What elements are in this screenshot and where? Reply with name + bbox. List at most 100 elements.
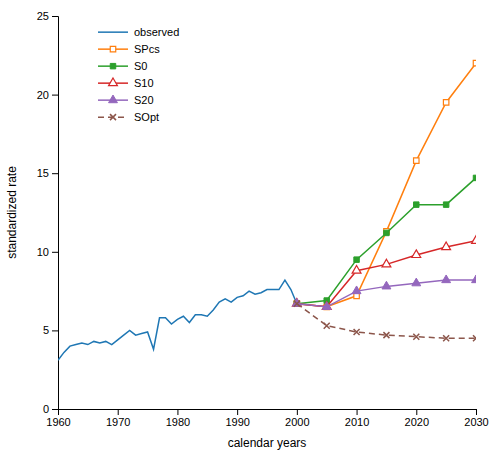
series-marker — [352, 286, 361, 294]
series-marker — [354, 329, 360, 335]
y-axis-line — [52, 17, 59, 410]
x-axis-tick: 2020 — [405, 409, 429, 428]
x-axis-tick-mark — [177, 409, 178, 415]
series-marker — [472, 236, 476, 244]
y-axis-tick-label: 5 — [43, 324, 49, 336]
legend-label: S20 — [134, 94, 154, 106]
series-marker — [442, 275, 451, 283]
x-axis-tick-label: 2010 — [345, 416, 369, 428]
series-marker — [384, 230, 389, 235]
series-marker — [412, 250, 421, 258]
series-marker — [443, 335, 449, 341]
y-axis: 0 5 10 15 20 25 — [37, 10, 59, 415]
series-line — [297, 304, 476, 339]
series — [58, 280, 297, 360]
legend-item: S10 — [98, 77, 154, 89]
series-marker — [473, 60, 476, 65]
series-marker — [382, 281, 391, 289]
x-axis-tick-label: 2030 — [464, 416, 488, 428]
x-axis-tick: 2010 — [345, 409, 369, 428]
x-axis-tick-label: 2000 — [285, 416, 309, 428]
y-axis-tick-mark — [52, 173, 58, 174]
x-axis-tick: 1960 — [46, 409, 70, 428]
legend-item: SOpt — [98, 111, 159, 123]
x-axis-tick: 2030 — [464, 409, 488, 428]
legend-marker — [110, 46, 115, 51]
series-marker — [324, 323, 330, 329]
y-axis-tick-mark — [52, 95, 58, 96]
series-marker — [383, 332, 389, 338]
chart: 1960 1970 1980 1990 2000 2010 2020 2030 0 5 10 15 20… — [0, 0, 500, 457]
x-axis-tick-label: 1990 — [225, 416, 249, 428]
series-line — [297, 178, 476, 304]
x-axis-tick-mark — [118, 409, 119, 415]
series-marker — [412, 278, 421, 286]
series-marker — [352, 266, 361, 274]
x-axis-tick-mark — [297, 409, 298, 415]
x-axis-tick-mark — [357, 409, 358, 415]
legend-item: SPcs — [98, 43, 160, 55]
series-marker — [473, 335, 476, 341]
x-axis: 1960 1970 1980 1990 2000 2010 2020 2030 — [46, 409, 488, 428]
series-marker — [382, 259, 391, 267]
y-axis-tick: 10 — [37, 246, 58, 258]
legend-label: S0 — [134, 60, 147, 72]
series — [294, 60, 476, 309]
legend-label: observed — [134, 26, 179, 38]
series-marker — [472, 275, 476, 283]
legend-line — [98, 31, 128, 33]
series-marker — [443, 202, 448, 207]
series-marker — [414, 158, 419, 163]
legend: observed SPcs S0 S10 S20 SOpt — [98, 26, 179, 123]
legend-label: SPcs — [134, 43, 160, 55]
series-marker — [294, 301, 300, 307]
legend-item: S0 — [98, 60, 147, 72]
series — [294, 175, 476, 306]
series-line — [297, 63, 476, 307]
series-line — [297, 241, 476, 307]
legend-marker — [110, 114, 116, 120]
y-axis-tick-label: 10 — [37, 246, 49, 258]
x-axis-tick-mark — [476, 409, 477, 415]
x-axis-tick-label: 1970 — [106, 416, 130, 428]
legend-marker — [110, 63, 115, 68]
series — [292, 236, 476, 310]
legend-item: S20 — [98, 94, 154, 106]
series-line — [297, 280, 476, 307]
legend-marker — [109, 95, 118, 103]
y-axis-tick: 20 — [37, 89, 58, 101]
x-axis-tick: 1970 — [106, 409, 130, 428]
x-axis-tick-label: 2020 — [405, 416, 429, 428]
legend-label: SOpt — [134, 111, 159, 123]
series-marker — [354, 257, 359, 262]
series — [292, 275, 476, 309]
legend-item: observed — [98, 26, 179, 38]
y-axis-tick-mark — [52, 16, 58, 17]
y-axis-tick: 15 — [37, 167, 58, 179]
series-marker — [413, 334, 419, 340]
y-axis-tick-label: 15 — [37, 167, 49, 179]
series — [294, 301, 476, 342]
series-marker — [414, 202, 419, 207]
legend-marker — [109, 78, 118, 86]
x-axis-tick: 1980 — [166, 409, 190, 428]
plot-area — [58, 60, 476, 360]
y-axis-tick: 0 — [43, 403, 58, 415]
x-axis-tick-mark — [237, 409, 238, 415]
x-axis-tick-label: 1960 — [46, 416, 70, 428]
y-axis-tick-mark — [52, 330, 58, 331]
y-axis-tick-label: 20 — [37, 89, 49, 101]
series-marker — [442, 242, 451, 250]
legend-label: S10 — [134, 77, 154, 89]
y-axis-tick-mark — [52, 252, 58, 253]
series-marker — [322, 302, 331, 310]
x-axis-title: calendar years — [228, 436, 307, 450]
x-axis-tick: 2000 — [285, 409, 309, 428]
y-axis-tick-label: 0 — [43, 403, 49, 415]
y-axis-tick-label: 25 — [37, 10, 49, 22]
x-axis-tick: 1990 — [225, 409, 249, 428]
x-axis-tick-label: 1980 — [166, 416, 190, 428]
y-axis-tick: 25 — [37, 10, 58, 22]
x-axis-line — [59, 410, 477, 416]
y-axis-tick-mark — [52, 409, 58, 410]
